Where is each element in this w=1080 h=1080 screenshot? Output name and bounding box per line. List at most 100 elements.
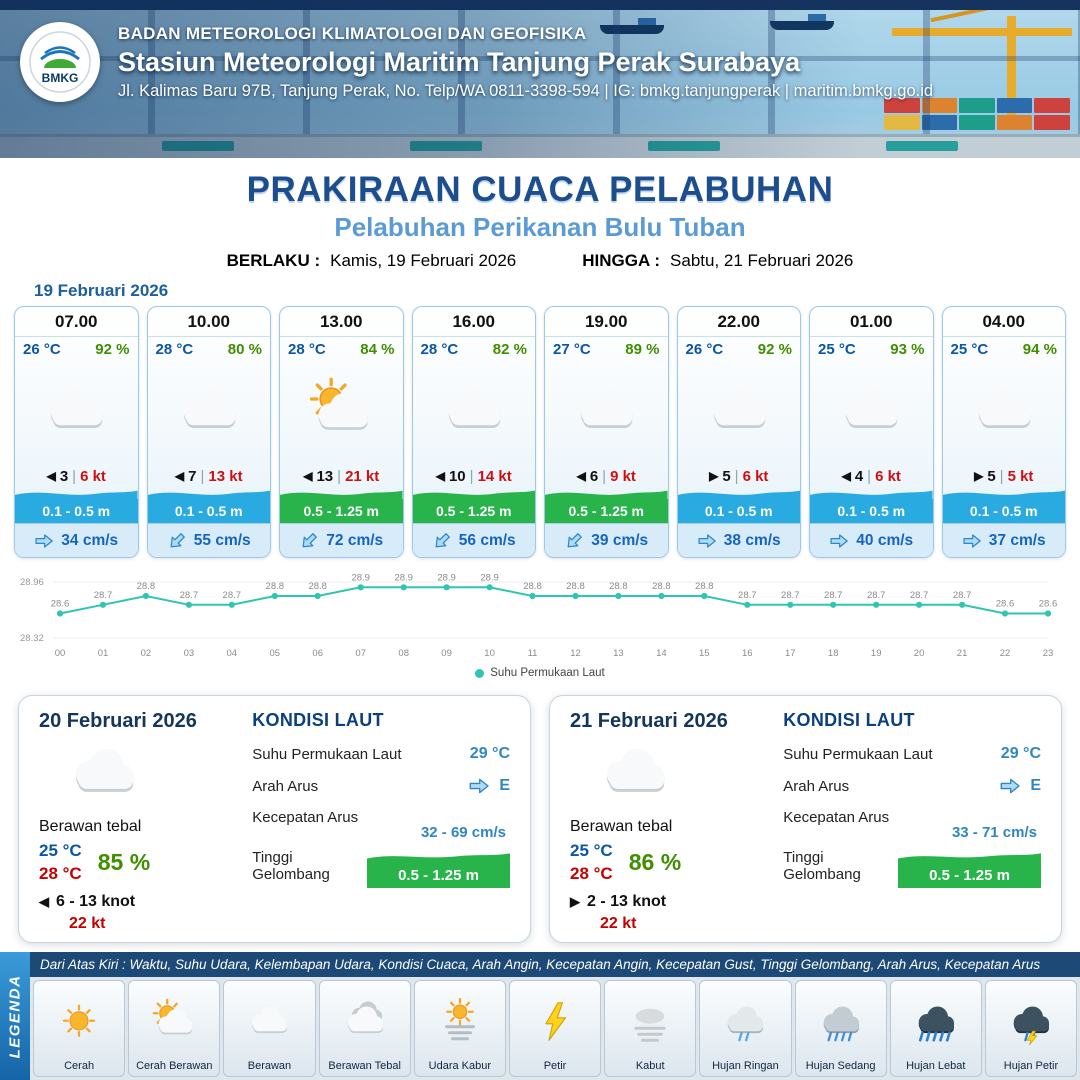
wave-row: Tinggi Gelombang 0.5 - 1.25 m xyxy=(252,849,510,888)
svg-text:28.7: 28.7 xyxy=(953,590,972,601)
wind-direction-icon: ◀ xyxy=(435,469,445,483)
wind-row: ◀ 4 | 6 kt xyxy=(810,464,933,488)
hour-card: 01.00 25 °C 93 % ◀ 4 | 6 kt 0.1 - 0.5 m 40 cm/s xyxy=(809,306,934,558)
sun-icon xyxy=(62,1005,96,1038)
wind-direction-icon: ◀ xyxy=(46,469,56,483)
cloud-icon xyxy=(713,389,765,428)
cloud-icon xyxy=(75,748,134,792)
sun-cloud-icon xyxy=(150,984,198,1060)
gust-speed: 5 kt xyxy=(1007,467,1034,485)
temp-humidity-row: 25 °C 94 % xyxy=(943,337,1066,358)
page-subtitle: Pelabuhan Perikanan Bulu Tuban xyxy=(334,212,746,242)
svg-text:11: 11 xyxy=(528,648,538,659)
hingga-value: Sabtu, 21 Februari 2026 xyxy=(670,251,854,270)
cloud-thick-icon xyxy=(341,984,389,1060)
hour-time: 10.00 xyxy=(147,307,270,337)
current-speed-value: 32 - 69 cm/s xyxy=(420,824,506,841)
svg-text:01: 01 xyxy=(98,648,109,659)
hour-time: 04.00 xyxy=(942,307,1065,337)
sst-line-chart: 28.96 28.32 28.6 28.7 28.8 28.7 28.7 28.8 28.8 28… xyxy=(18,566,1062,666)
current-speed-row: Kecepatan Arus xyxy=(252,809,510,826)
wave-height-band: 0.5 - 1.25 m xyxy=(280,488,403,523)
current-speed-label: Kecepatan Arus xyxy=(252,809,359,826)
legend-item-label: Petir xyxy=(543,1059,567,1072)
wave-shape-icon xyxy=(898,853,1041,863)
wind-row: ▶ 5 | 6 kt xyxy=(678,464,801,488)
sst-value: 29 °C xyxy=(469,745,510,762)
humidity: 89 % xyxy=(625,341,660,358)
hourly-forecast-row: 07.00 26 °C 92 % ◀ 3 | 6 kt 0.1 - 0.5 m 34 cm/s 1… xyxy=(0,306,1080,558)
sst-row: Suhu Permukaan Laut 29 °C xyxy=(252,745,510,763)
current-direction-arrow-icon xyxy=(302,532,318,547)
temp-humidity-row: 28 °C 80 % xyxy=(148,337,271,358)
wave-height-band: 0.1 - 0.5 m xyxy=(147,488,270,523)
current-row: 56 cm/s xyxy=(412,523,535,557)
wind-direction-icon: ◀ xyxy=(39,893,49,909)
current-speed: 39 cm/s xyxy=(591,531,649,549)
svg-text:28.8: 28.8 xyxy=(266,581,285,592)
svg-text:07: 07 xyxy=(355,648,366,659)
current-direction-arrow-icon xyxy=(963,533,981,548)
cloud-icon xyxy=(51,389,103,428)
haze-icon xyxy=(436,984,484,1060)
sst-value: 29 °C xyxy=(1000,745,1041,762)
wind-row: ◀ 3 | 6 kt xyxy=(15,464,138,488)
svg-text:28.8: 28.8 xyxy=(523,581,542,592)
bmkg-logo: BMKG xyxy=(20,22,100,102)
daily-weather-icon xyxy=(570,733,777,816)
current-speed: 72 cm/s xyxy=(326,531,384,549)
sst-label: Suhu Permukaan Laut xyxy=(252,745,402,763)
current-speed: 40 cm/s xyxy=(856,531,914,549)
legend-item-label: Hujan Ringan xyxy=(712,1059,779,1072)
svg-text:17: 17 xyxy=(785,648,796,659)
daily-temps: 25 °C 28 °C 86 % xyxy=(570,840,777,886)
weather-icon xyxy=(678,358,801,464)
air-temp: 28 °C xyxy=(155,341,194,358)
svg-text:28.9: 28.9 xyxy=(351,572,370,583)
separator: | xyxy=(200,467,205,485)
berlaku-label: BERLAKU : xyxy=(226,251,321,270)
legend-item-hujan-lebat: Hujan Lebat xyxy=(889,980,982,1077)
legend-item-berawan: Berawan xyxy=(223,980,316,1077)
svg-text:13: 13 xyxy=(613,648,624,659)
svg-text:28.6: 28.6 xyxy=(996,599,1015,610)
legend-item-udara-kabur: Udara Kabur xyxy=(413,980,506,1077)
separator: | xyxy=(602,467,607,485)
gust-speed: 9 kt xyxy=(610,467,636,485)
wave-height-band: 0.1 - 0.5 m xyxy=(942,488,1065,523)
fog-icon xyxy=(626,984,674,1060)
daily-weather-summary: 20 Februari 2026 Berawan tebal 25 °C 28 °C 8… xyxy=(39,710,246,932)
wave-label: Tinggi Gelombang xyxy=(252,849,330,883)
daily-wind-row: ▶ 2 - 13 knot xyxy=(570,893,777,911)
legend-item-petir: Petir xyxy=(508,980,602,1077)
hour-card: 04.00 25 °C 94 % ▶ 5 | 5 kt 0.1 - 0.5 m 37 cm/s xyxy=(941,306,1066,558)
svg-text:28.8: 28.8 xyxy=(609,581,628,592)
svg-text:14: 14 xyxy=(656,648,667,659)
svg-text:28.9: 28.9 xyxy=(480,572,499,583)
thunderstorm-icon xyxy=(1013,1006,1049,1046)
wave-height: 0.5 - 1.25 m xyxy=(303,503,380,519)
cloud-icon xyxy=(183,389,235,428)
header-banner: BMKG BADAN METEOROLOGI KLIMATOLOGI DAN G… xyxy=(0,0,1080,158)
header-content: BMKG BADAN METEOROLOGI KLIMATOLOGI DAN G… xyxy=(20,22,1060,102)
legend-item-label: Hujan Lebat xyxy=(906,1059,966,1072)
cloud-icon xyxy=(606,748,665,792)
current-speed-label: Kecepatan Arus xyxy=(783,809,890,826)
temp-humidity-row: 28 °C 84 % xyxy=(280,337,403,358)
wave-height: 0.5 - 1.25 m xyxy=(929,866,1010,884)
wind-speed: 5 xyxy=(722,467,731,485)
svg-text:28.8: 28.8 xyxy=(137,581,156,592)
wind-speed: 5 xyxy=(987,467,996,485)
wind-direction-icon: ◀ xyxy=(174,469,185,483)
daily-wind-range: 6 - 13 knot xyxy=(56,892,136,910)
daily-condition: Berawan tebal xyxy=(39,818,142,835)
sst-chart-svg: 28.96 28.32 28.6 28.7 28.8 28.7 28.7 28.8 28.8 28… xyxy=(20,572,1057,659)
wave-shape-icon xyxy=(545,490,668,500)
wave-height-box: 0.5 - 1.25 m xyxy=(367,851,510,888)
daily-temp-min: 25 °C xyxy=(39,841,82,860)
svg-text:03: 03 xyxy=(184,648,195,659)
wave-shape-icon xyxy=(147,490,270,500)
wave-height: 0.5 - 1.25 m xyxy=(436,503,512,519)
legend-vertical-label: LEGENDA xyxy=(0,952,30,1080)
